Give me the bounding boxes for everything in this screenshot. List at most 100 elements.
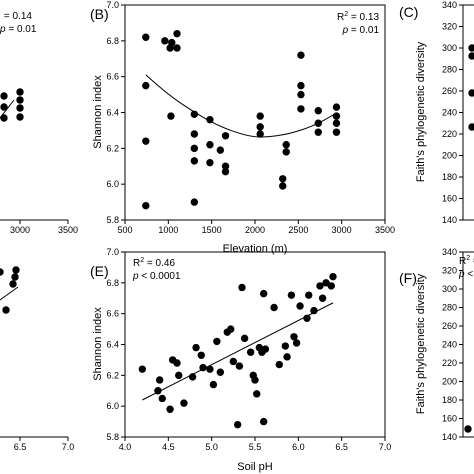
data-point: [138, 365, 147, 373]
y-axis-ticks: 5.8 6.0 6.2 6.4 6.6 6.8 7.0: [106, 247, 125, 442]
tick-label: 3500: [58, 225, 78, 235]
data-point: [158, 394, 166, 403]
data-point: [283, 353, 291, 361]
x-axis-ticks: 500 1000 1500 2000 2500 3000 3500: [117, 220, 395, 235]
data-point: [142, 201, 150, 210]
data-point: [213, 337, 221, 346]
data-point: [9, 280, 17, 288]
y-tick-label: 7.0: [106, 247, 119, 257]
data-point: [296, 302, 304, 310]
data-point: [256, 123, 264, 131]
data-point: [256, 130, 264, 138]
data-point: [173, 359, 181, 367]
data-point: [154, 387, 162, 395]
data-point: [175, 371, 183, 380]
data-point: [468, 44, 474, 52]
x-tick-label: 5.5: [249, 442, 262, 452]
panel-label: (B): [90, 6, 109, 22]
data-point: [468, 89, 474, 97]
y-tick-label: 200: [442, 377, 457, 387]
fit-line-path: [145, 74, 338, 138]
y-tick-label: 6.4: [106, 340, 119, 350]
data-point: [0, 92, 8, 100]
x-axis-label: Soil pH: [237, 461, 273, 473]
r2-annotation: R2 = 0.13: [337, 11, 379, 23]
data-point: [287, 291, 296, 299]
y-tick-label: 6.8: [106, 36, 119, 46]
data-point: [188, 373, 197, 381]
x-tick-label: 1500: [202, 225, 222, 235]
data-points: [138, 272, 337, 429]
data-point: [180, 399, 188, 407]
fit-curve: [145, 74, 338, 138]
p-annotation: p <: [458, 269, 473, 280]
panel-label: (F): [399, 270, 417, 286]
data-point: [332, 128, 341, 136]
r2-value: = 0.14: [4, 11, 33, 22]
y-tick-label: 220: [442, 358, 457, 368]
y-tick-label: 340: [442, 247, 457, 257]
y-tick-label: 160: [442, 194, 457, 204]
data-point: [166, 405, 174, 413]
tick-label: 7.0: [62, 442, 75, 452]
data-point: [167, 112, 175, 120]
y-tick-label: 180: [442, 172, 457, 182]
data-point: [314, 107, 322, 115]
data-point: [332, 103, 341, 111]
x-tick-label: 500: [117, 225, 132, 235]
x-tick-label: 3000: [332, 225, 352, 235]
data-point: [279, 175, 287, 183]
data-point: [221, 167, 230, 176]
data-point: [190, 130, 199, 138]
y-tick-label: 260: [442, 321, 457, 331]
data-point: [229, 357, 238, 366]
data-point: [318, 294, 327, 302]
data-point: [173, 29, 181, 38]
fragment-bottom-left: 6.5 7.0: [0, 266, 74, 452]
data-point: [316, 282, 324, 290]
data-point: [329, 272, 337, 281]
x-tick-label: 4.0: [119, 442, 132, 452]
data-point: [155, 376, 164, 384]
data-point: [190, 144, 199, 153]
data-point: [256, 112, 264, 120]
data-point: [142, 137, 150, 145]
data-point: [221, 132, 230, 140]
p-annotation: p = 0.01: [342, 25, 380, 36]
fragment-top-right: (C) Faith's phylogenetic diversity 340 32…: [399, 0, 474, 225]
data-point: [209, 380, 218, 389]
x-tick-label: 6.0: [292, 442, 305, 452]
data-point: [0, 103, 8, 111]
y-tick-label: 6.8: [106, 278, 119, 288]
data-point: [16, 113, 24, 121]
data-point: [233, 420, 242, 429]
y-tick-label: 6.6: [106, 72, 119, 82]
data-point: [216, 368, 225, 376]
data-point: [292, 339, 301, 347]
y-tick-label: 7.0: [106, 0, 119, 10]
panel-e: (E) Shannon index Soil pH R2 = 0.46 p < …: [90, 247, 391, 473]
y-tick-label: 300: [442, 43, 457, 53]
data-point: [332, 119, 341, 127]
x-tick-label: 7.0: [379, 442, 392, 452]
data-point: [16, 104, 24, 112]
y-tick-label: 6.6: [106, 309, 119, 319]
data-point: [303, 314, 311, 322]
y-tick-label: 6.4: [106, 108, 119, 118]
data-point: [281, 342, 290, 350]
y-axis-label: Shannon index: [92, 307, 104, 381]
data-point: [297, 81, 305, 90]
y-tick-label: 220: [442, 129, 457, 139]
x-tick-label: 1000: [158, 225, 178, 235]
data-point: [2, 306, 10, 314]
y-axis-ticks: 340 320 300 280 260 240 220 200 180 160 140: [442, 0, 463, 225]
fit-line-path: [142, 302, 334, 401]
p-value: p = 0.01: [0, 24, 37, 35]
panel-label: (C): [399, 4, 418, 20]
y-tick-label: 6.0: [106, 179, 119, 189]
fragment-bottom-right: (F) Faith's phylogenetic diversity 340 32…: [399, 247, 474, 442]
data-point: [206, 365, 214, 373]
data-point: [168, 38, 176, 47]
p-annotation: p < 0.0001: [132, 271, 181, 282]
